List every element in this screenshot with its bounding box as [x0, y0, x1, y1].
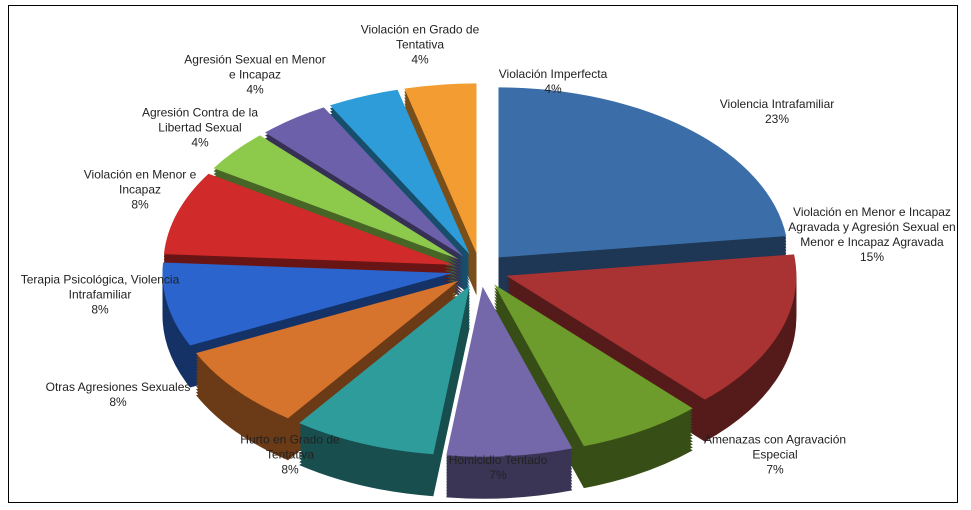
data-label: Violación en Menor e Incapaz 8% — [65, 168, 215, 213]
value-label: 15% — [859, 250, 885, 264]
value-label: 8% — [131, 197, 149, 212]
category-label: Violación en Menor e Incapaz — [83, 167, 197, 197]
category-label: Homicidio Tentado — [448, 453, 548, 467]
slice — [213, 135, 459, 260]
slice — [265, 107, 464, 257]
data-label: Terapia Psicológica, Violencia Intrafami… — [15, 273, 185, 318]
data-label: Violencia Intrafamiliar 23% — [697, 97, 857, 127]
data-label: Hurto en Grado de Tentativa 8% — [220, 433, 360, 478]
data-label: Violación Imperfecta 4% — [473, 67, 633, 97]
category-label: Violación Imperfecta — [498, 67, 608, 81]
category-label: Violación en Grado de Tentativa — [360, 22, 480, 52]
slice — [162, 262, 453, 346]
category-label: Violencia Intrafamiliar — [719, 97, 835, 111]
value-label: 4% — [246, 82, 264, 97]
slice — [163, 173, 454, 265]
slice — [446, 286, 573, 457]
value-label: 7% — [489, 468, 507, 482]
chart-frame — [8, 5, 958, 503]
category-label: Otras Agresiones Sexuales — [45, 380, 191, 394]
data-label: Amenazas con Agravación Especial 7% — [695, 433, 855, 478]
category-label: Hurto en Grado de Tentativa — [240, 432, 340, 462]
data-label: Homicidio Tentado 7% — [428, 453, 568, 483]
data-label: Violación en Menor e Incapaz Agravada y … — [782, 205, 962, 265]
slice — [196, 280, 459, 419]
slice — [299, 285, 470, 455]
category-label: Terapia Psicológica, Violencia Intrafami… — [20, 272, 180, 302]
slice — [494, 284, 693, 447]
value-label: 23% — [764, 112, 790, 126]
category-label: Agresión Sexual en Menor e Incapaz — [184, 52, 326, 82]
value-label: 8% — [91, 302, 109, 317]
data-label: Otras Agresiones Sexuales 8% — [18, 380, 218, 410]
data-label: Agresión Sexual en Menor e Incapaz 4% — [180, 53, 330, 98]
category-label: Agresión Contra de la Libertad Sexual — [141, 105, 259, 135]
value-label: 8% — [109, 395, 127, 409]
slice — [404, 83, 477, 254]
value-label: 4% — [191, 135, 209, 150]
value-label: 4% — [411, 52, 429, 67]
category-label: Amenazas con Agravación Especial — [703, 432, 847, 462]
slice — [329, 89, 470, 255]
value-label: 4% — [544, 82, 562, 96]
data-label: Violación en Grado de Tentativa 4% — [340, 23, 500, 68]
data-label: Agresión Contra de la Libertad Sexual 4% — [125, 106, 275, 151]
value-label: 8% — [281, 462, 299, 477]
value-label: 7% — [766, 462, 784, 477]
category-label: Violación en Menor e Incapaz Agravada y … — [788, 205, 956, 249]
slice — [498, 87, 787, 258]
slice — [506, 254, 797, 400]
